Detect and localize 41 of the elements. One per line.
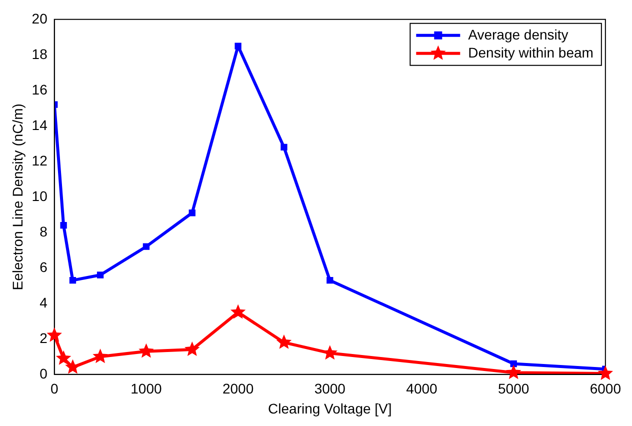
legend-label: Average density: [468, 26, 568, 42]
point: [92, 348, 108, 364]
x-tick-label: 5000: [498, 380, 530, 397]
y-tick-label: 20: [32, 10, 48, 26]
point: [138, 343, 154, 358]
y-tick-label: 14: [32, 116, 48, 133]
legend-label: Density within beam: [468, 44, 594, 60]
y-tick-label: 10: [32, 188, 48, 204]
x-tick-label: 3000: [314, 380, 346, 397]
x-tick-label: 0: [50, 380, 58, 397]
point: [276, 334, 292, 349]
point: [56, 350, 72, 365]
point: [506, 364, 522, 380]
point: [280, 144, 288, 151]
point: [188, 210, 196, 216]
y-tick-label: 2: [40, 330, 48, 346]
y-tick-label: 0: [40, 365, 48, 382]
y-tick-label: 16: [32, 81, 48, 98]
y-tick-label: 12: [32, 152, 48, 168]
point: [96, 272, 104, 278]
point: [69, 276, 76, 284]
point: [65, 359, 80, 374]
x-tick-label: 2000: [222, 380, 254, 397]
point: [598, 366, 614, 380]
x-tick-label: 4000: [406, 380, 438, 397]
point: [230, 304, 246, 319]
y-tick-label: 18: [32, 46, 48, 62]
x-tick-label: 1000: [130, 380, 162, 397]
point: [326, 276, 334, 284]
y-tick-label: 8: [40, 223, 48, 240]
y-tick-label: 6: [40, 258, 48, 275]
y-axis-title: Eelectron Line Density (nC/m): [9, 104, 26, 290]
point: [46, 327, 62, 342]
x-tick-label: 6000: [590, 380, 622, 397]
point: [60, 222, 67, 229]
point: [234, 42, 242, 50]
x-axis-title: Clearing Voltage [V]: [268, 400, 392, 416]
point: [142, 243, 150, 250]
y-tick-label: 4: [40, 294, 48, 310]
point: [184, 342, 200, 356]
point: [510, 360, 517, 368]
